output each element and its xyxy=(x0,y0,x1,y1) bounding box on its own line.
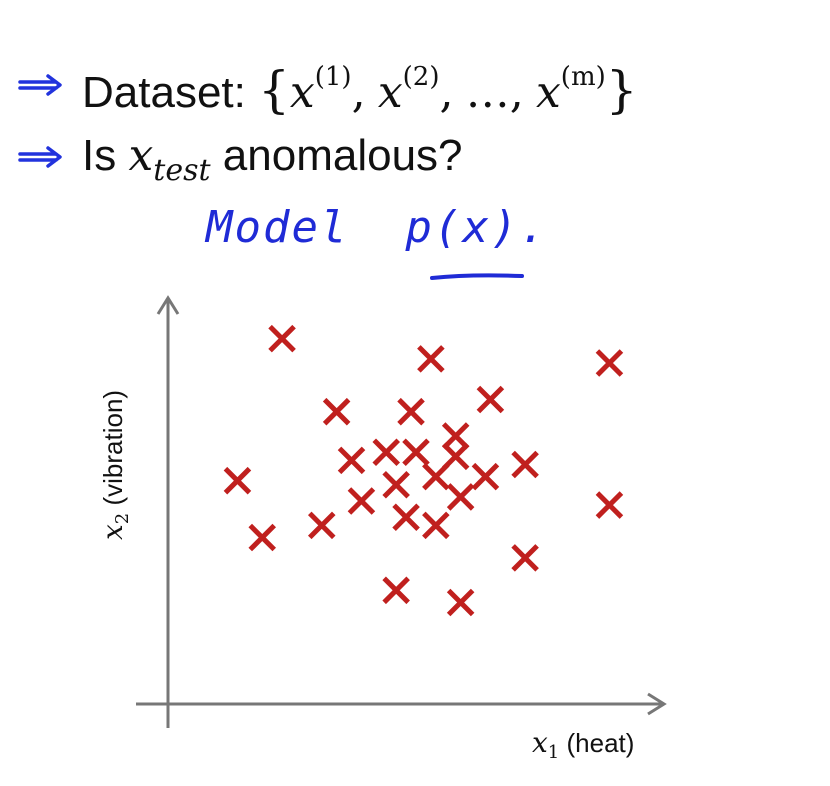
x-axis-label: x1 (heat) xyxy=(532,726,634,763)
data-point-2 xyxy=(595,349,624,377)
data-point-1 xyxy=(417,345,445,373)
data-point-4 xyxy=(397,397,425,426)
data-point-3 xyxy=(322,397,351,426)
data-points xyxy=(223,324,624,617)
arrow-icon xyxy=(18,146,62,168)
dataset-label: Dataset: xyxy=(82,68,246,117)
data-point-12 xyxy=(382,470,410,499)
data-point-18 xyxy=(595,491,624,519)
x-axis-var: x xyxy=(532,726,548,759)
data-point-6 xyxy=(441,422,470,450)
test-subscript: test xyxy=(153,153,211,188)
dataset-line: Dataset: {x(1), x(2), …, x(m)} xyxy=(82,64,638,115)
comma-1: , xyxy=(351,67,366,118)
data-point-20 xyxy=(307,511,336,540)
data-point-13 xyxy=(422,462,450,491)
arrow-icon xyxy=(18,74,62,96)
data-point-8 xyxy=(372,438,401,467)
comma-3: , xyxy=(509,67,524,118)
handwritten-text: Model p(x). xyxy=(204,202,548,253)
x-var-2: x xyxy=(377,67,403,118)
data-point-14 xyxy=(471,462,500,491)
handwritten-underline xyxy=(430,273,524,280)
y-axis-text: (vibration) xyxy=(98,389,128,506)
set-open-brace: { xyxy=(258,61,290,119)
superscript-m: (m) xyxy=(560,62,606,92)
data-point-22 xyxy=(248,523,277,552)
y-axis-var: x xyxy=(96,524,129,540)
data-point-21 xyxy=(422,511,450,540)
y-axis xyxy=(156,295,180,728)
x-var-m: x xyxy=(535,67,561,118)
data-point-11 xyxy=(223,466,252,495)
data-point-7 xyxy=(337,446,366,475)
data-point-23 xyxy=(511,544,539,572)
data-point-10 xyxy=(441,442,470,471)
y-axis-sub: 2 xyxy=(112,512,134,525)
handwritten-annotation: Model p(x). xyxy=(204,202,548,280)
superscript-2: (2) xyxy=(402,62,440,92)
x-var-1: x xyxy=(289,67,315,118)
x-axis-sub: 1 xyxy=(547,742,560,764)
question-prefix: Is xyxy=(82,131,117,180)
data-point-9 xyxy=(402,438,430,467)
x-axis xyxy=(136,692,667,716)
superscript-1: (1) xyxy=(314,62,352,92)
data-point-25 xyxy=(446,588,475,617)
data-point-0 xyxy=(268,324,296,353)
set-close-brace: } xyxy=(605,61,638,119)
y-axis-label: x2 (vibration) xyxy=(96,390,133,540)
data-point-24 xyxy=(382,576,410,605)
data-point-15 xyxy=(511,450,539,479)
data-point-16 xyxy=(347,487,376,515)
data-point-5 xyxy=(476,385,505,414)
data-point-17 xyxy=(446,483,475,511)
data-point-19 xyxy=(392,503,420,532)
comma-2: , xyxy=(439,67,454,118)
x-test-var: x xyxy=(128,130,154,181)
question-suffix: anomalous? xyxy=(222,131,463,180)
x-axis-text: (heat) xyxy=(566,728,635,758)
ellipsis: … xyxy=(465,67,510,118)
question-line: Is xtest anomalous? xyxy=(82,134,463,186)
